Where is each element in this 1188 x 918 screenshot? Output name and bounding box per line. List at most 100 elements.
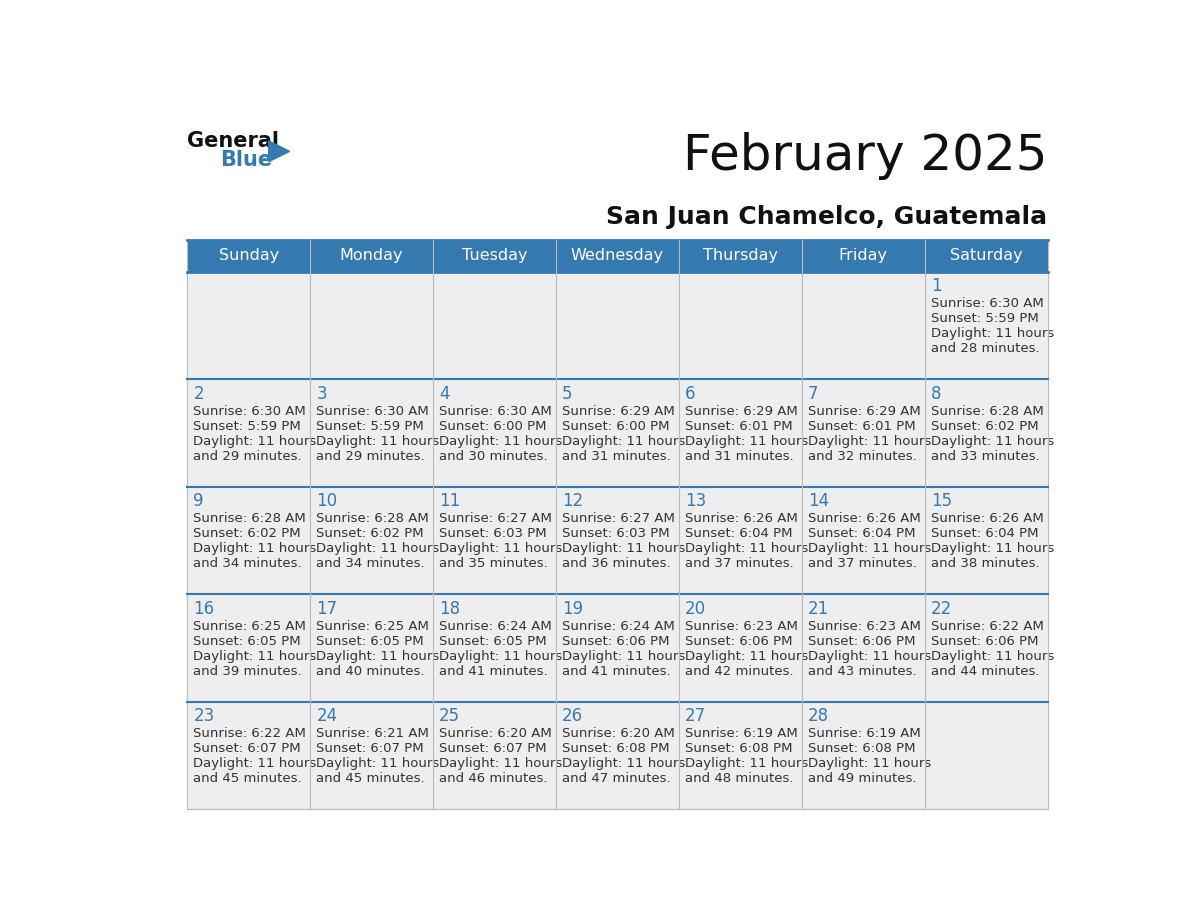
Bar (924, 487, 1048, 594)
Text: Daylight: 11 hours: Daylight: 11 hours (685, 650, 808, 663)
Bar (188, 272, 310, 379)
Text: Sunset: 6:04 PM: Sunset: 6:04 PM (808, 527, 916, 541)
Text: Sunrise: 6:19 AM: Sunrise: 6:19 AM (808, 727, 921, 740)
Text: Sunrise: 6:26 AM: Sunrise: 6:26 AM (685, 512, 798, 525)
Bar (556, 594, 678, 702)
Bar (678, 272, 802, 379)
Bar (434, 702, 556, 810)
Text: and 37 minutes.: and 37 minutes. (808, 557, 917, 570)
Text: Sunset: 6:02 PM: Sunset: 6:02 PM (931, 420, 1038, 432)
Text: Sunset: 5:59 PM: Sunset: 5:59 PM (194, 420, 302, 432)
Text: Sunset: 6:05 PM: Sunset: 6:05 PM (316, 634, 424, 648)
Text: Thursday: Thursday (703, 248, 778, 263)
Bar (802, 379, 924, 487)
Text: Sunset: 6:06 PM: Sunset: 6:06 PM (562, 634, 670, 648)
Text: 27: 27 (685, 707, 706, 725)
Bar (434, 594, 556, 702)
Text: Daylight: 11 hours: Daylight: 11 hours (562, 543, 685, 555)
Text: Sunset: 6:07 PM: Sunset: 6:07 PM (316, 743, 424, 756)
Text: and 28 minutes.: and 28 minutes. (931, 342, 1040, 355)
Bar (556, 487, 678, 594)
Text: Sunset: 6:04 PM: Sunset: 6:04 PM (685, 527, 792, 541)
Text: and 40 minutes.: and 40 minutes. (316, 665, 425, 677)
Text: 16: 16 (194, 599, 215, 618)
Text: 13: 13 (685, 492, 707, 510)
Text: Sunrise: 6:24 AM: Sunrise: 6:24 AM (440, 620, 552, 633)
Text: and 35 minutes.: and 35 minutes. (440, 557, 548, 570)
Text: Sunrise: 6:19 AM: Sunrise: 6:19 AM (685, 727, 798, 740)
Bar (188, 702, 310, 810)
Text: and 29 minutes.: and 29 minutes. (194, 450, 302, 463)
Text: Blue: Blue (220, 151, 272, 170)
Text: and 45 minutes.: and 45 minutes. (316, 772, 425, 785)
Text: Daylight: 11 hours: Daylight: 11 hours (562, 435, 685, 448)
Bar (310, 240, 434, 272)
Bar (678, 594, 802, 702)
Text: Daylight: 11 hours: Daylight: 11 hours (685, 543, 808, 555)
Text: Sunset: 6:08 PM: Sunset: 6:08 PM (562, 743, 670, 756)
Text: and 30 minutes.: and 30 minutes. (440, 450, 548, 463)
Text: Sunset: 6:07 PM: Sunset: 6:07 PM (194, 743, 301, 756)
Text: Sunset: 6:06 PM: Sunset: 6:06 PM (808, 634, 916, 648)
Text: Sunrise: 6:20 AM: Sunrise: 6:20 AM (440, 727, 552, 740)
Text: Sunrise: 6:26 AM: Sunrise: 6:26 AM (931, 512, 1043, 525)
Text: Daylight: 11 hours: Daylight: 11 hours (562, 650, 685, 663)
Text: Tuesday: Tuesday (462, 248, 527, 263)
Text: Sunrise: 6:30 AM: Sunrise: 6:30 AM (931, 297, 1043, 310)
Text: Sunrise: 6:28 AM: Sunrise: 6:28 AM (316, 512, 429, 525)
Text: Daylight: 11 hours: Daylight: 11 hours (440, 435, 562, 448)
Text: Sunset: 6:04 PM: Sunset: 6:04 PM (931, 527, 1038, 541)
Bar (678, 702, 802, 810)
Text: Sunrise: 6:22 AM: Sunrise: 6:22 AM (194, 727, 307, 740)
Text: Sunrise: 6:20 AM: Sunrise: 6:20 AM (562, 727, 675, 740)
Text: 20: 20 (685, 599, 706, 618)
Text: 15: 15 (931, 492, 952, 510)
Text: Daylight: 11 hours: Daylight: 11 hours (440, 757, 562, 770)
Text: Sunrise: 6:30 AM: Sunrise: 6:30 AM (194, 405, 307, 418)
Text: and 38 minutes.: and 38 minutes. (931, 557, 1040, 570)
Text: Sunset: 5:59 PM: Sunset: 5:59 PM (316, 420, 424, 432)
Text: Daylight: 11 hours: Daylight: 11 hours (562, 757, 685, 770)
Text: 18: 18 (440, 599, 461, 618)
Bar (310, 379, 434, 487)
Text: Daylight: 11 hours: Daylight: 11 hours (194, 650, 317, 663)
Text: 25: 25 (440, 707, 461, 725)
Text: and 44 minutes.: and 44 minutes. (931, 665, 1040, 677)
Text: and 37 minutes.: and 37 minutes. (685, 557, 794, 570)
Bar (924, 702, 1048, 810)
Text: 11: 11 (440, 492, 461, 510)
Text: Sunset: 6:03 PM: Sunset: 6:03 PM (562, 527, 670, 541)
Text: 22: 22 (931, 599, 952, 618)
Bar (188, 487, 310, 594)
Bar (802, 240, 924, 272)
Text: Sunset: 6:05 PM: Sunset: 6:05 PM (194, 634, 301, 648)
Text: 6: 6 (685, 385, 695, 403)
Text: General: General (188, 131, 279, 151)
Text: Sunset: 6:00 PM: Sunset: 6:00 PM (440, 420, 546, 432)
Text: Daylight: 11 hours: Daylight: 11 hours (194, 435, 317, 448)
Text: San Juan Chamelco, Guatemala: San Juan Chamelco, Guatemala (606, 205, 1048, 229)
Text: Sunrise: 6:25 AM: Sunrise: 6:25 AM (316, 620, 429, 633)
Text: and 48 minutes.: and 48 minutes. (685, 772, 794, 785)
Text: Sunrise: 6:30 AM: Sunrise: 6:30 AM (316, 405, 429, 418)
Text: Daylight: 11 hours: Daylight: 11 hours (808, 543, 931, 555)
Bar (924, 272, 1048, 379)
Polygon shape (268, 141, 290, 162)
Text: Sunset: 6:07 PM: Sunset: 6:07 PM (440, 743, 546, 756)
Text: Sunday: Sunday (219, 248, 279, 263)
Bar (678, 240, 802, 272)
Text: 5: 5 (562, 385, 573, 403)
Text: and 41 minutes.: and 41 minutes. (562, 665, 671, 677)
Text: Daylight: 11 hours: Daylight: 11 hours (808, 757, 931, 770)
Text: 23: 23 (194, 707, 215, 725)
Bar (556, 272, 678, 379)
Text: Sunrise: 6:29 AM: Sunrise: 6:29 AM (685, 405, 798, 418)
Text: Daylight: 11 hours: Daylight: 11 hours (316, 435, 440, 448)
Text: Daylight: 11 hours: Daylight: 11 hours (685, 757, 808, 770)
Text: Sunset: 6:08 PM: Sunset: 6:08 PM (808, 743, 916, 756)
Bar (924, 594, 1048, 702)
Text: Sunset: 6:08 PM: Sunset: 6:08 PM (685, 743, 792, 756)
Text: Sunrise: 6:27 AM: Sunrise: 6:27 AM (562, 512, 675, 525)
Bar (802, 487, 924, 594)
Text: Sunset: 6:01 PM: Sunset: 6:01 PM (685, 420, 792, 432)
